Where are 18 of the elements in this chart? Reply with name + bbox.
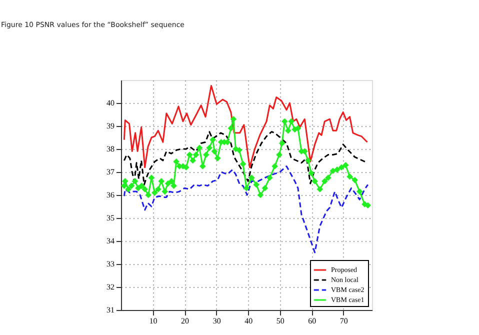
y-tick-label: 35 — [106, 214, 114, 222]
y-tick-label: 38 — [106, 144, 114, 154]
x-tick-label: 50 — [276, 316, 284, 326]
x-tick-label: 10 — [149, 316, 158, 326]
line-series — [123, 85, 368, 168]
y-tick-label: 32 — [106, 282, 114, 292]
y-tick-label: 36 — [106, 190, 114, 200]
x-tick-label: 20 — [181, 316, 190, 326]
x-tick-label: 70 — [340, 316, 348, 326]
y-tick-label: 34 — [106, 236, 114, 246]
y-tick-label: 31 — [106, 306, 114, 314]
x-tick-label: 30 — [212, 316, 221, 326]
y-tick-label: 40 — [106, 98, 114, 108]
x-tick-label: 40 — [244, 316, 253, 326]
x-tick-label: 60 — [308, 316, 316, 326]
y-tick-label: 37 — [106, 168, 114, 176]
y-tick-label: 33 — [106, 260, 114, 268]
y-tick-label: 39 — [106, 122, 114, 130]
